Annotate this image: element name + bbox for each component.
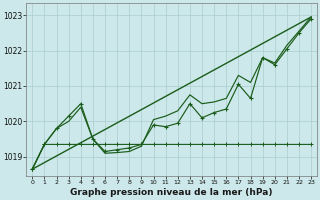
X-axis label: Graphe pression niveau de la mer (hPa): Graphe pression niveau de la mer (hPa) — [70, 188, 273, 197]
